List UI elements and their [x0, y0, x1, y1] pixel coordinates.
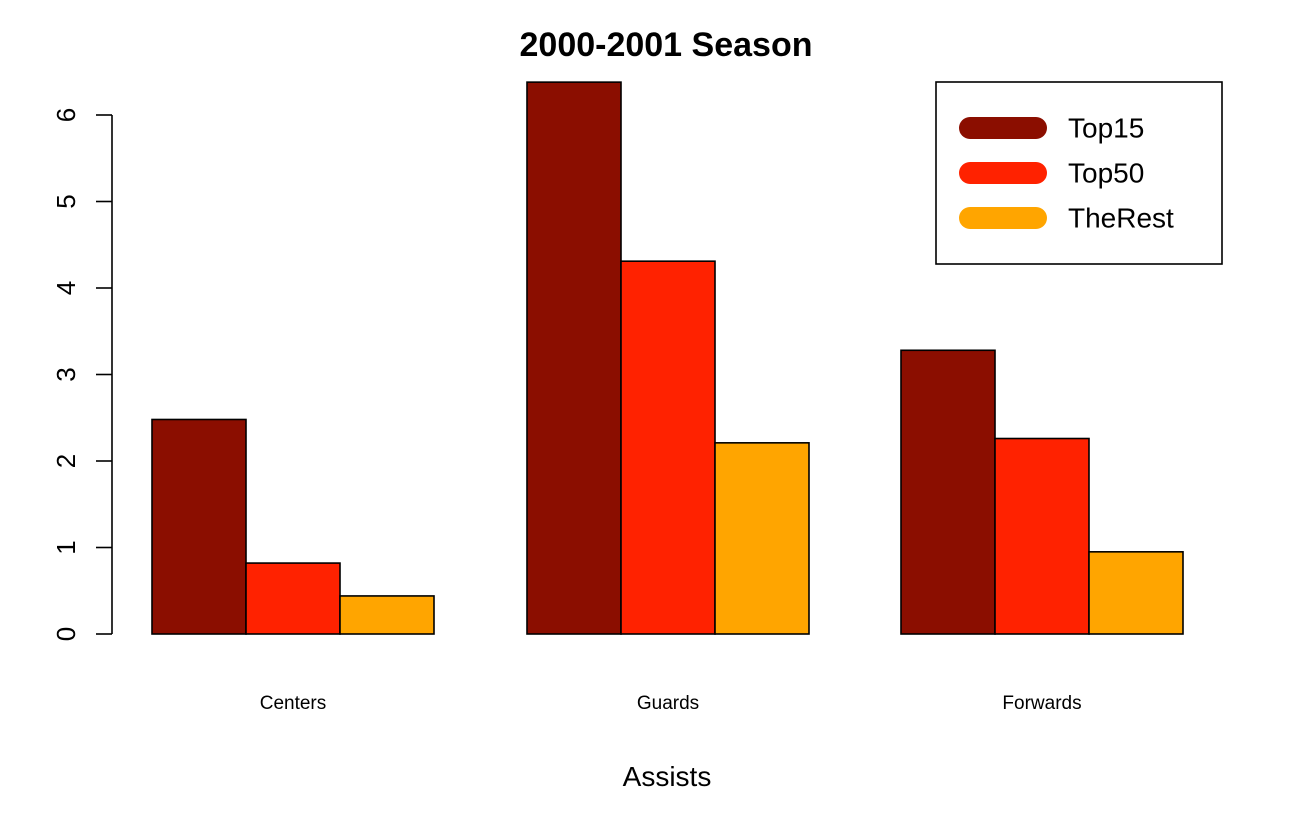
y-tick-label: 5: [51, 194, 81, 208]
legend-label: TheRest: [1068, 203, 1174, 234]
bar-centers-therest: [339, 595, 435, 635]
bar-centers-top15: [151, 418, 247, 635]
bar-forwards-top50: [994, 437, 1090, 635]
legend-label: Top15: [1068, 113, 1144, 144]
category-label: Forwards: [1002, 693, 1081, 714]
category-label: Guards: [637, 693, 699, 714]
legend-label: Top50: [1068, 158, 1144, 189]
bar-guards-therest: [714, 442, 810, 635]
y-tick-label: 0: [51, 627, 81, 641]
chart-title: 2000-2001 Season: [520, 26, 813, 64]
category-label: Centers: [260, 693, 327, 714]
y-tick-label: 4: [51, 281, 81, 295]
y-axis: 0 1 2 3 4 5 6: [51, 108, 113, 641]
y-tick-label: 1: [51, 540, 81, 554]
x-axis-label: Assists: [623, 761, 712, 792]
y-tick-label: 6: [51, 108, 81, 122]
category-labels: Centers Guards Forwards: [260, 693, 1082, 714]
bar-forwards-top15: [900, 349, 996, 635]
bars: [151, 81, 1184, 635]
bar-centers-top50: [245, 562, 341, 635]
y-tick-label: 3: [51, 367, 81, 381]
legend: Top15 Top50 TheRest: [935, 81, 1223, 265]
y-tick-label: 2: [51, 454, 81, 468]
bar-guards-top50: [620, 260, 716, 635]
bar-forwards-therest: [1088, 551, 1184, 635]
bar-guards-top15: [526, 81, 622, 635]
